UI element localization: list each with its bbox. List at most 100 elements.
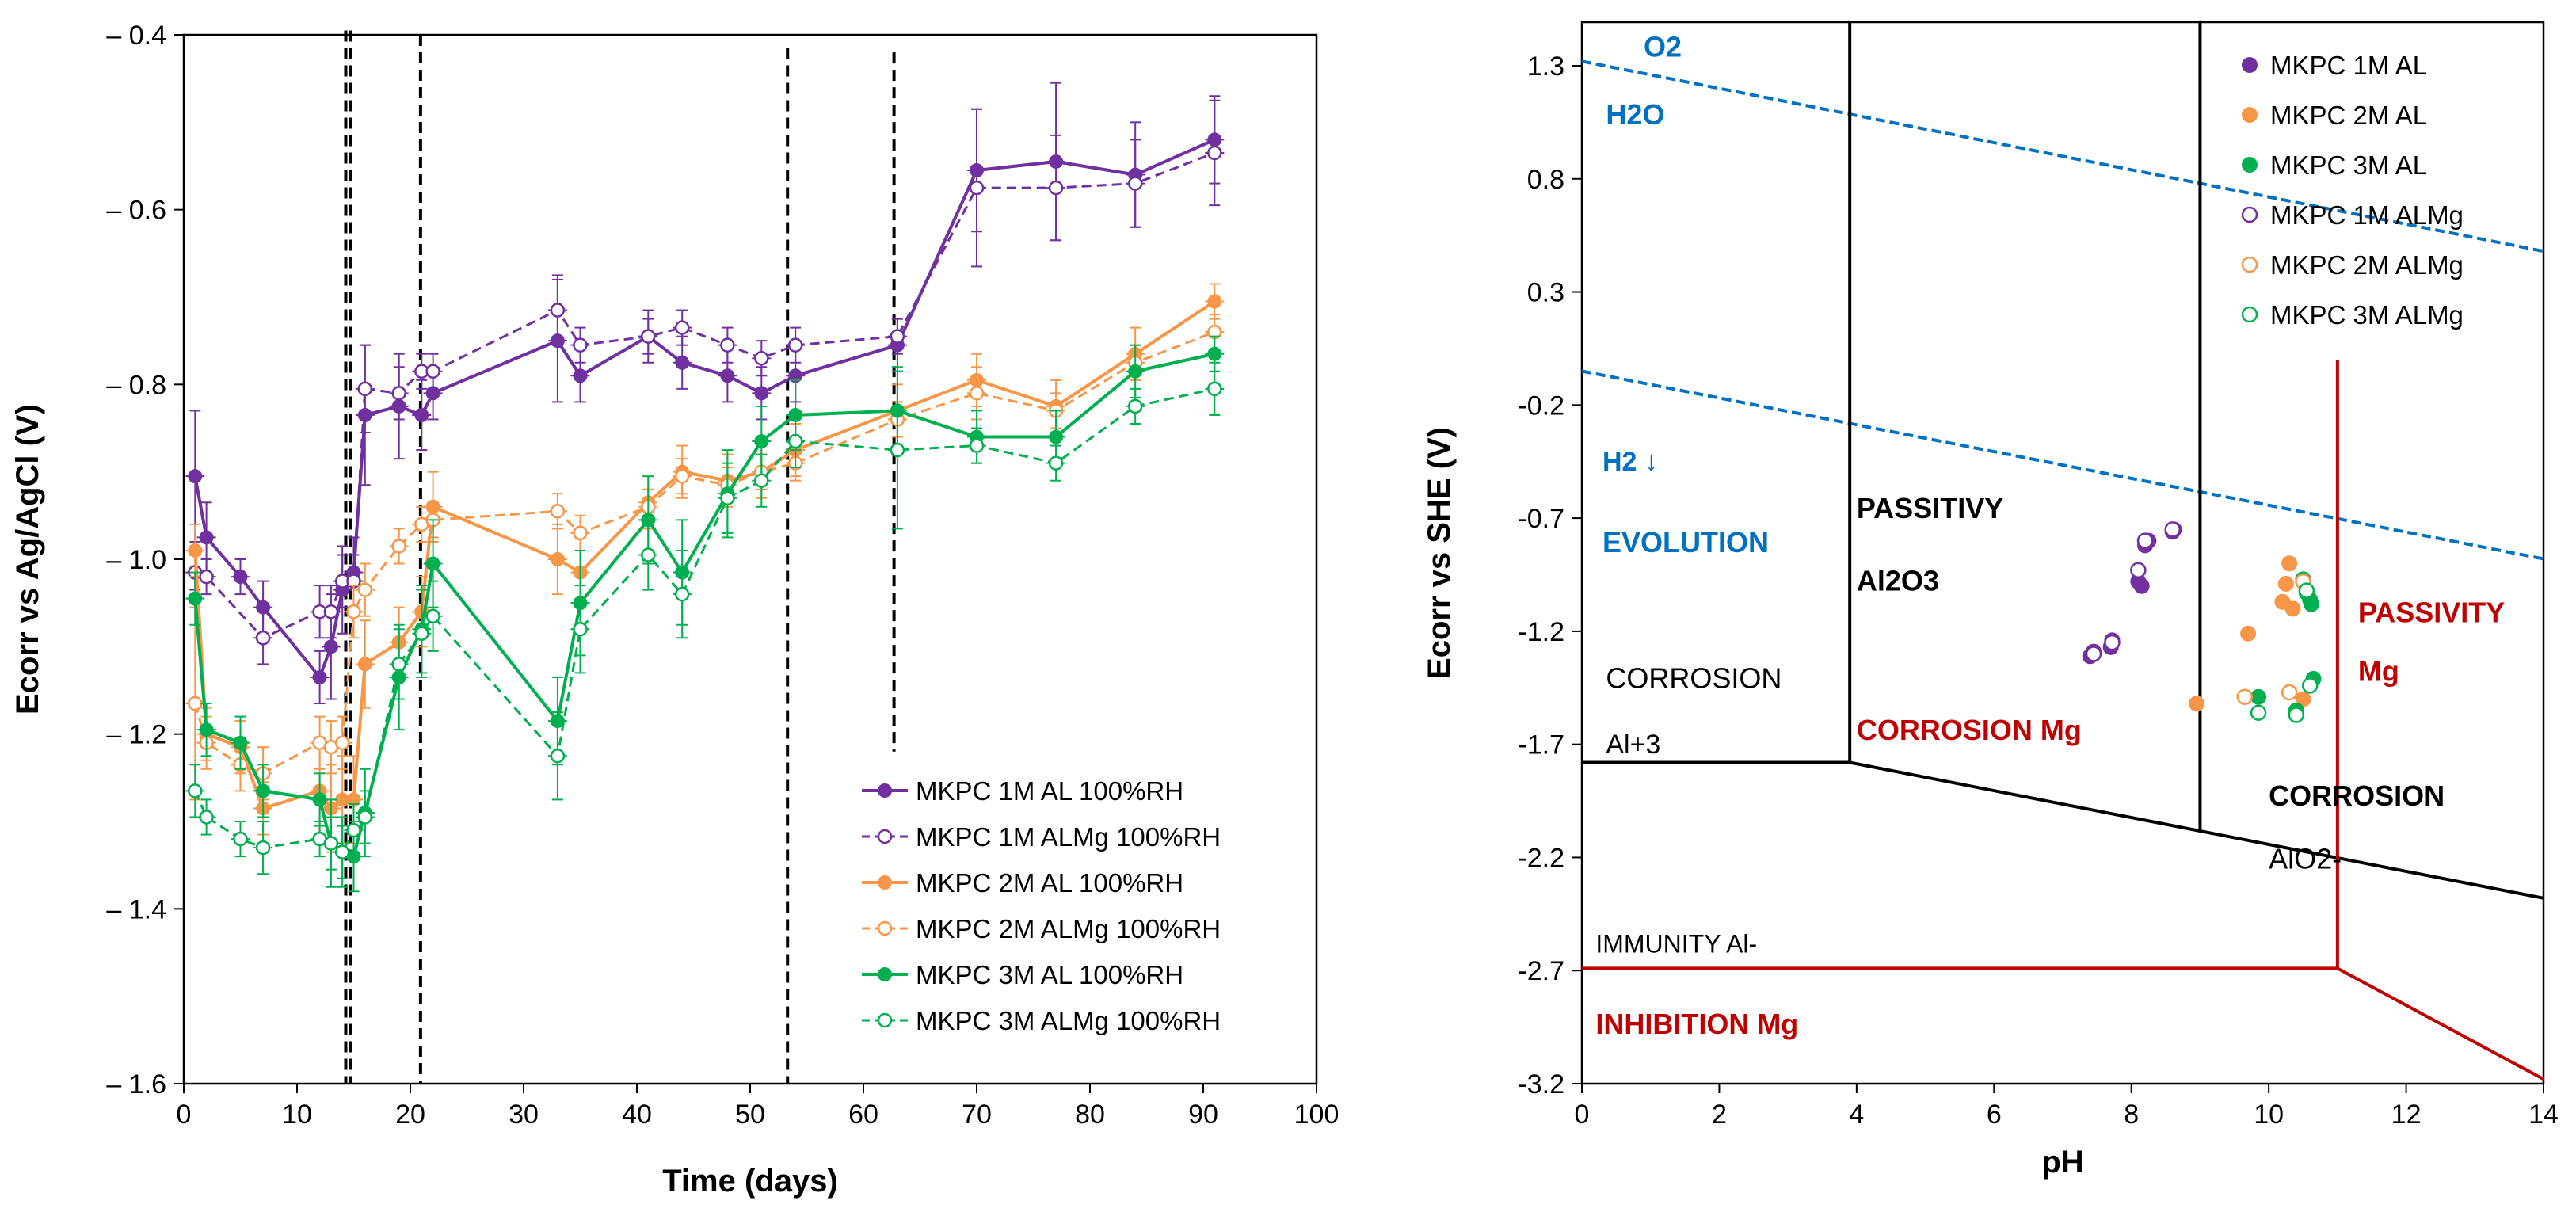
legend-label: MKPC 3M AL 100%RH (916, 960, 1183, 989)
data-point (188, 591, 203, 606)
legend-item-mkpc-1m-al-100-rh: MKPC 1M AL 100%RH (862, 776, 1183, 806)
series-line (193, 299, 1216, 811)
region-label-h2: H2 ↓ (1602, 447, 1658, 477)
data-point (414, 626, 429, 642)
legend-label: MKPC 3M ALMg 100%RH (916, 1006, 1221, 1035)
legend-swatch-marker (877, 1012, 893, 1028)
x-tick-label: 6 (1987, 1100, 2002, 1130)
legend-swatch-marker (877, 829, 893, 844)
x-tick-label: 80 (1075, 1100, 1105, 1130)
data-point (199, 810, 214, 825)
y-tick-label: – 1.4 (106, 894, 166, 924)
data-point (1207, 346, 1222, 361)
data-point (720, 490, 735, 506)
x-tick-label: 90 (1188, 1100, 1218, 1130)
left-chart-series (185, 82, 1225, 893)
x-tick-label: 10 (282, 1100, 312, 1130)
x-tick-label: 70 (962, 1100, 992, 1130)
data-point (346, 822, 361, 838)
data-point (188, 543, 203, 558)
x-tick-label: 8 (2124, 1100, 2139, 1130)
legend-swatch-marker (878, 783, 892, 798)
data-point (969, 180, 985, 196)
legend-item-mkpc-2m-al-100-rh: MKPC 2M AL 100%RH (862, 868, 1183, 898)
data-point (2085, 646, 2102, 662)
x-tick-label: 40 (622, 1100, 652, 1130)
left-chart-vertical-markers (344, 30, 896, 1084)
data-point (2250, 704, 2267, 721)
region-label-al-3: Al+3 (1606, 730, 1660, 760)
data-point (1207, 294, 1222, 309)
data-point (1127, 176, 1143, 191)
data-point (754, 473, 769, 488)
legend-swatch-marker (2241, 206, 2258, 223)
right-chart-tick-labels: 0 2 4 6 8 10 12 14 1.3 0.8 0.3 -0.2 -0.7 -1.2 -1.7 -2.2… (1518, 51, 2559, 1130)
legend-item-mkpc-2m-almg: MKPC 2M ALMg (2241, 250, 2464, 280)
legend-label: MKPC 3M ALMg (2270, 300, 2464, 330)
data-point (720, 368, 735, 383)
data-point (1207, 381, 1222, 397)
data-point (2136, 532, 2154, 549)
data-point (674, 586, 690, 602)
plot-area-left (182, 33, 1318, 1085)
data-point (754, 350, 769, 366)
y-tick-label: – 0.6 (106, 196, 166, 226)
data-point (2281, 555, 2298, 572)
y-tick-label: – 1.6 (106, 1069, 166, 1100)
data-point (256, 600, 271, 615)
data-point (2301, 677, 2319, 694)
data-point (2250, 688, 2267, 705)
data-point (323, 639, 338, 654)
region-label-evolution: EVOLUTION (1602, 526, 1769, 558)
y-tick-label: – 0.8 (106, 370, 166, 400)
legend-swatch-marker (878, 875, 892, 890)
data-point (573, 525, 588, 541)
left-y-axis-title: Ecorr vs Ag/AgCl (V) (10, 404, 45, 715)
data-point (233, 735, 248, 750)
data-point (256, 783, 271, 798)
data-point (969, 438, 985, 453)
series-mkpc-3m-almg (2250, 582, 2319, 723)
data-point (675, 355, 690, 370)
region-label-o2: O2 (1644, 31, 1682, 63)
data-point (188, 696, 203, 711)
legend-label: MKPC 2M ALMg (2270, 250, 2464, 280)
data-point (2240, 625, 2257, 642)
x-tick-label: 14 (2528, 1100, 2559, 1130)
data-point (2133, 577, 2150, 594)
data-point (233, 831, 248, 847)
data-point (199, 530, 214, 545)
data-point (674, 468, 690, 484)
y-tick-label: -0.7 (1518, 504, 1564, 534)
data-point (1127, 398, 1143, 414)
x-tick-label: 100 (1294, 1100, 1339, 1130)
data-point (357, 657, 372, 672)
data-point (890, 329, 905, 344)
data-point (312, 669, 327, 684)
y-tick-label: – 0.4 (106, 21, 166, 51)
y-tick-label: 1.3 (1527, 51, 1564, 82)
data-point (346, 604, 361, 619)
data-point (425, 364, 440, 379)
y-tick-label: -3.2 (1518, 1069, 1564, 1100)
legend-label: MKPC 2M AL (2270, 101, 2427, 130)
right-chart-region-labels: O2 H2O H2 ↓ EVOLUTION PASSITIVY Al2O3 CORROSIO… (1595, 31, 2505, 1041)
data-point (335, 792, 350, 807)
chart-pourbaix-diagram: O2 H2O H2 ↓ EVOLUTION PASSITIVY Al2O3 CORROSIO… (1422, 20, 2559, 1180)
data-point (1128, 364, 1143, 379)
y-tick-label: 0.8 (1527, 165, 1564, 195)
data-point (312, 792, 327, 807)
data-point (2284, 600, 2301, 617)
data-point (199, 722, 214, 737)
data-point (2104, 634, 2121, 651)
region-label-al2o3: Al2O3 (1857, 564, 1939, 596)
data-point (255, 631, 271, 646)
left-chart-legend: MKPC 1M AL 100%RH MKPC 1M ALMg 100%RH MKPC… (862, 776, 1221, 1035)
data-point (674, 320, 690, 335)
legend-swatch-marker (2242, 107, 2258, 123)
x-tick-label: 0 (177, 1100, 192, 1130)
x-tick-label: 60 (848, 1100, 878, 1130)
data-point (754, 434, 769, 449)
right-y-axis-title: Ecorr vs SHE (V) (1422, 427, 1457, 679)
right-chart-series (2082, 521, 2322, 723)
